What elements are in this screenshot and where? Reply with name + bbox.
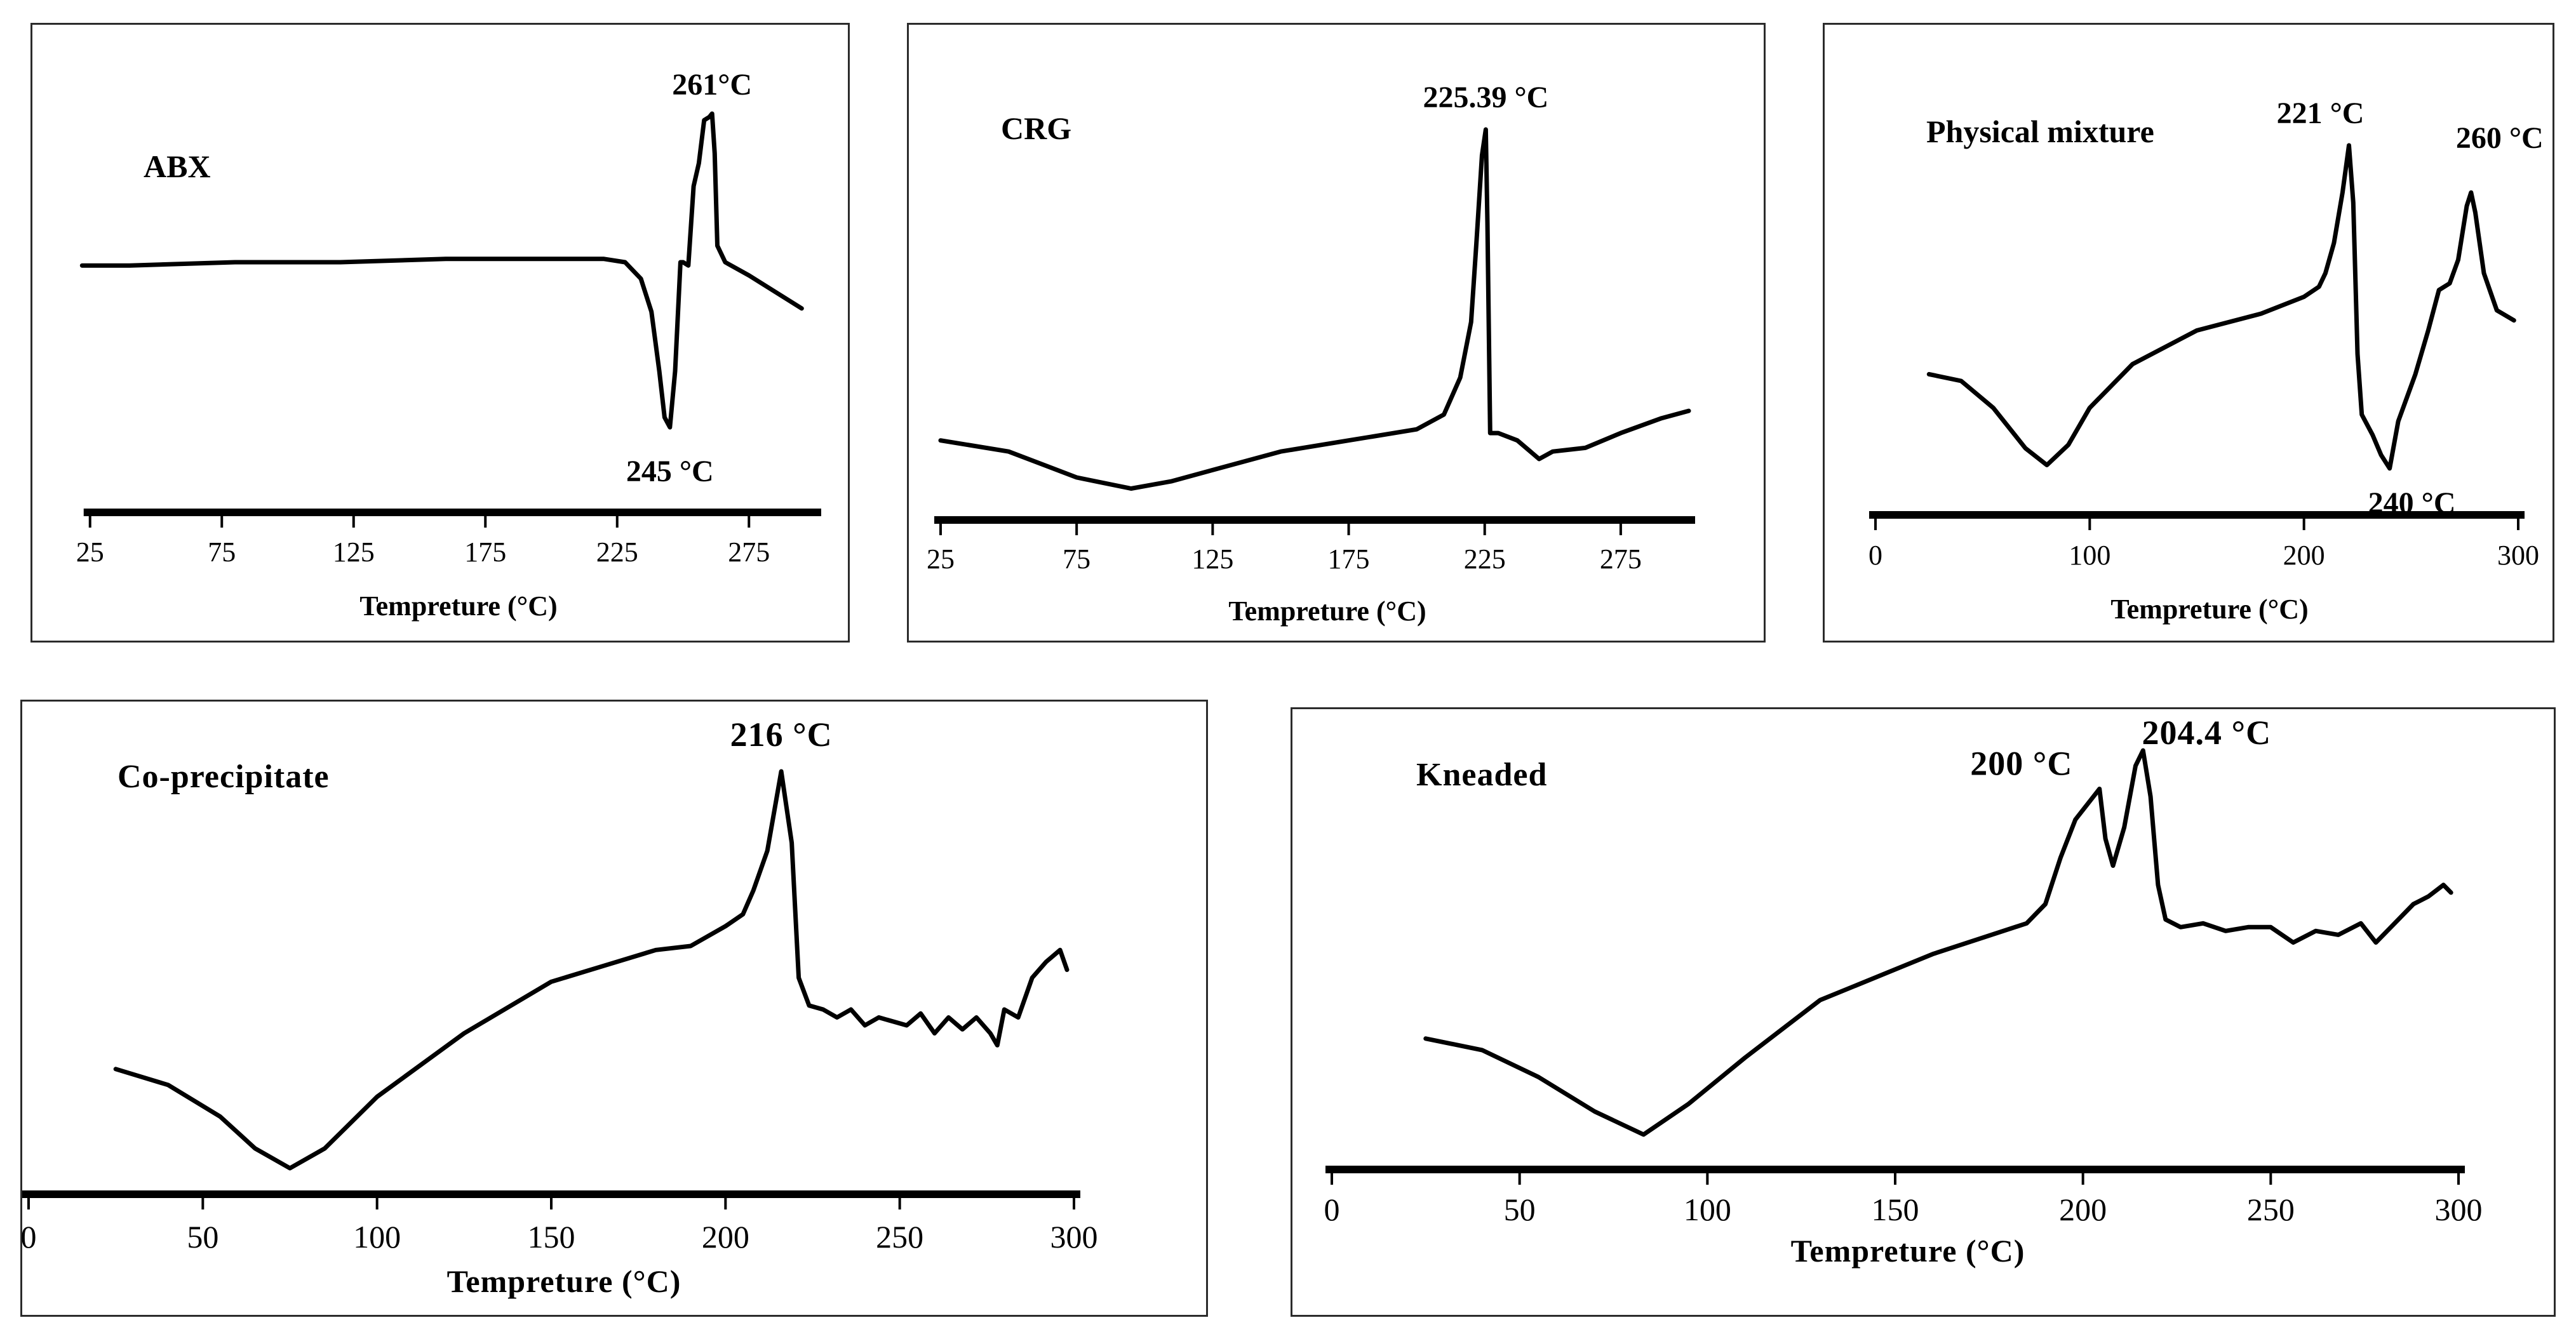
panel-kneaded: Kneaded 0 50 100 150 200 250 300 Tempreture (°C)… [1291, 707, 2556, 1317]
abx-dsc-curve [79, 111, 804, 430]
crg-x-tick-label: 75 [1063, 543, 1090, 575]
crg-x-tick-label: 225 [1464, 543, 1506, 575]
panel-physical-mixture: Physical mixture 0 100 200 300 Tempreture (°C… [1823, 23, 2554, 643]
coprecip-x-tick-label: 200 [702, 1219, 749, 1255]
abx-x-tick-label: 275 [728, 536, 770, 568]
physical-x-tick-label: 0 [1868, 540, 1882, 571]
kneaded-x-tick-label: 150 [1872, 1192, 1919, 1227]
crg-title: CRG [1001, 110, 1071, 146]
kneaded-x-tick-label: 300 [2435, 1192, 2483, 1227]
coprecip-x-tick-label: 300 [1050, 1219, 1098, 1255]
kneaded-title: Kneaded [1416, 757, 1547, 793]
coprecip-peak-annotation: 216 °C [730, 716, 833, 754]
crg-x-tick-label: 25 [927, 543, 955, 575]
kneaded-x-tick-label: 50 [1504, 1192, 1536, 1227]
physical-x-tick-label: 200 [2283, 540, 2325, 571]
coprecip-x-tick-label: 0 [21, 1219, 37, 1255]
physical-peak-annotation: 240 °C [2368, 486, 2456, 520]
chart-abx: ABX 25 75 125 175 225 275 Tempreture (°C) 261°C 2… [76, 68, 821, 622]
physical-peak-annotation: 221 °C [2277, 97, 2365, 130]
abx-x-tick-label: 25 [76, 536, 104, 568]
physical-x-tick-label: 100 [2069, 540, 2110, 571]
kneaded-dsc-curve [1423, 748, 2453, 1137]
kneaded-x-tick-label: 200 [2059, 1192, 2107, 1227]
kneaded-x-axis-label: Tempreture (°C) [1791, 1233, 2025, 1269]
chart-crg: CRG 25 75 125 175 225 275 Tempreture (°C) 225.39… [927, 81, 1695, 627]
coprecip-x-tick-label: 50 [187, 1219, 218, 1255]
abx-title: ABX [144, 149, 211, 184]
kneaded-x-tick-label: 0 [1324, 1192, 1340, 1227]
abx-x-tick-label: 175 [464, 536, 506, 568]
kneaded-x-tick-label: 250 [2247, 1192, 2295, 1227]
coprecip-x-tick-label: 100 [353, 1219, 401, 1255]
crg-x-tick-label: 175 [1328, 543, 1370, 575]
chart-physical-mixture: Physical mixture 0 100 200 300 Tempreture (°C… [1868, 97, 2544, 625]
panel-crg: CRG 25 75 125 175 225 275 Tempreture (°C) 225.39… [907, 23, 1766, 643]
coprecip-dsc-curve [113, 769, 1070, 1171]
coprecip-x-tick-label: 150 [528, 1219, 575, 1255]
physical-title: Physical mixture [1926, 114, 2154, 149]
abx-peak-annotation: 245 °C [626, 455, 714, 488]
abx-x-axis-label: Tempreture (°C) [359, 590, 557, 622]
chart-co-precipitate: Co-precipitate 0 50 100 150 200 250 300 Tempretu… [21, 716, 1098, 1299]
crg-dsc-curve [938, 127, 1691, 491]
coprecip-title: Co-precipitate [117, 759, 330, 795]
physical-dsc-curve [1926, 143, 2516, 471]
crg-x-axis-label: Tempreture (°C) [1228, 596, 1426, 627]
chart-kneaded: Kneaded 0 50 100 150 200 250 300 Tempreture (°C)… [1324, 714, 2483, 1269]
crg-x-tick-label: 125 [1191, 543, 1233, 575]
kneaded-x-tick-label: 100 [1684, 1192, 1731, 1227]
physical-peak-annotation: 260 °C [2456, 121, 2544, 155]
coprecip-x-tick-label: 250 [876, 1219, 923, 1255]
coprecip-x-axis-label: Tempreture (°C) [447, 1263, 681, 1299]
crg-peak-annotation: 225.39 °C [1423, 81, 1548, 114]
abx-peak-annotation: 261°C [672, 68, 752, 102]
physical-x-axis-label: Tempreture (°C) [2110, 594, 2308, 625]
physical-x-tick-label: 300 [2497, 540, 2539, 571]
kneaded-peak-annotation: 200 °C [1970, 745, 2072, 783]
abx-x-tick-label: 225 [596, 536, 638, 568]
abx-x-tick-label: 125 [333, 536, 375, 568]
kneaded-peak-annotation: 204.4 °C [2142, 714, 2271, 752]
crg-x-tick-label: 275 [1600, 543, 1642, 575]
abx-x-tick-label: 75 [208, 536, 236, 568]
panel-abx: ABX 25 75 125 175 225 275 Tempreture (°C) 261°C 2… [30, 23, 850, 643]
panel-co-precipitate: Co-precipitate 0 50 100 150 200 250 300 Tempretu… [20, 700, 1208, 1317]
